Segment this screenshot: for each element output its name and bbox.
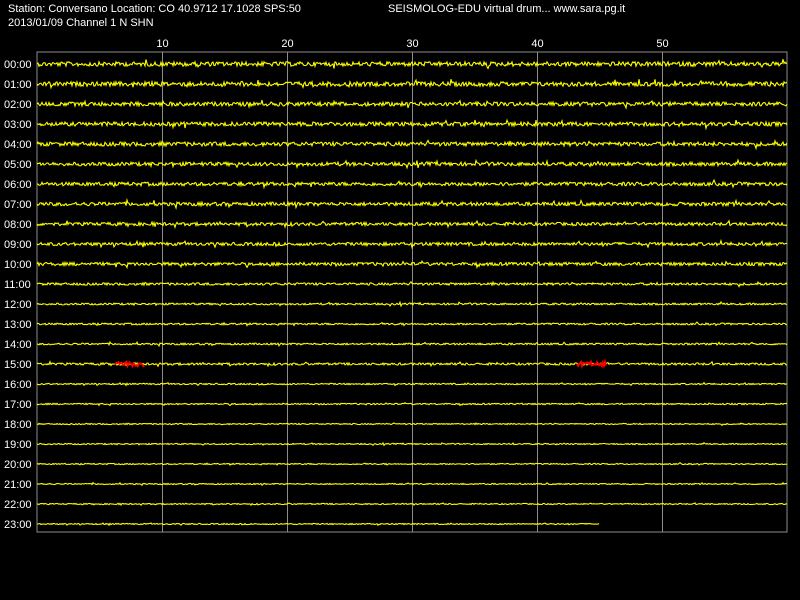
trace-2300 (37, 522, 600, 527)
trace-0400 (36, 138, 788, 151)
trace-0100 (36, 78, 788, 90)
station-info: Station: Conversano Location: CO 40.9712… (8, 3, 301, 15)
row-label-0700: 07:00 (4, 199, 32, 211)
row-label-2200: 22:00 (4, 499, 32, 511)
row-label-1600: 16:00 (4, 379, 32, 391)
trace-0900 (36, 238, 788, 250)
trace-1700 (36, 402, 788, 407)
row-label-0000: 00:00 (4, 59, 32, 71)
seismic-events (114, 358, 607, 370)
trace-1000 (36, 260, 788, 270)
trace-0700 (36, 197, 788, 210)
x-tick-label-30: 30 (406, 38, 418, 50)
x-tick-labels: 10 20 30 40 50 (156, 38, 668, 50)
row-label-0200: 02:00 (4, 99, 32, 111)
x-tick-label-10: 10 (156, 38, 168, 50)
event-1 (114, 360, 145, 369)
row-label-1200: 12:00 (4, 299, 32, 311)
trace-1600 (36, 381, 788, 387)
row-label-1900: 19:00 (4, 439, 32, 451)
row-label-2300: 23:00 (4, 519, 32, 531)
row-label-0400: 04:00 (4, 139, 32, 151)
grid-lines (36, 51, 788, 533)
x-tick-label-40: 40 (531, 38, 543, 50)
trace-1500 (36, 360, 788, 368)
row-label-1000: 10:00 (4, 259, 32, 271)
row-label-0500: 05:00 (4, 159, 32, 171)
x-tick-label-20: 20 (281, 38, 293, 50)
x-tick-label-50: 50 (656, 38, 668, 50)
trace-2200 (36, 502, 788, 507)
row-label-1500: 15:00 (4, 359, 32, 371)
trace-0500 (36, 158, 788, 170)
date-channel-info: 2013/01/09 Channel 1 N SHN (8, 17, 154, 29)
row-label-2000: 20:00 (4, 459, 32, 471)
event-2 (576, 358, 607, 370)
trace-0200 (36, 99, 788, 110)
row-label-1800: 18:00 (4, 419, 32, 431)
hour-rows: 00:00 01:00 02:00 03:00 04:00 05:00 06:00 07:00… (4, 59, 788, 531)
row-label-2100: 21:00 (4, 479, 32, 491)
trace-1800 (36, 422, 788, 427)
trace-2000 (36, 461, 788, 466)
row-label-0800: 08:00 (4, 219, 32, 231)
row-label-1700: 17:00 (4, 399, 32, 411)
trace-1400 (36, 340, 788, 348)
app-title: SEISMOLOG-EDU virtual drum... www.sara.p… (388, 3, 626, 15)
row-label-1400: 14:00 (4, 339, 32, 351)
trace-1200 (36, 300, 788, 308)
trace-1100 (36, 280, 788, 288)
trace-1900 (36, 441, 788, 447)
trace-1300 (36, 321, 788, 327)
row-label-0600: 06:00 (4, 179, 32, 191)
trace-0000 (36, 59, 788, 70)
trace-0300 (36, 118, 788, 131)
row-label-0300: 03:00 (4, 119, 32, 131)
trace-0800 (36, 219, 788, 230)
row-label-0900: 09:00 (4, 239, 32, 251)
trace-0600 (36, 178, 788, 190)
trace-2100 (36, 481, 788, 487)
row-label-1300: 13:00 (4, 319, 32, 331)
row-label-0100: 01:00 (4, 79, 32, 91)
row-label-1100: 11:00 (4, 279, 31, 291)
